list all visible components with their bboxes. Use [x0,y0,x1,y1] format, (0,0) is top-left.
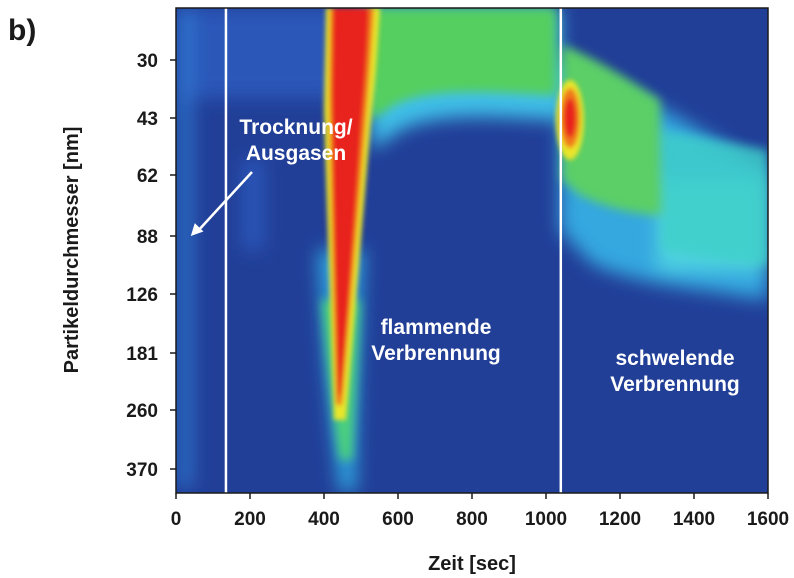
heatmap-cell [564,98,576,138]
annotation-arrow [197,171,253,231]
y-tick-label: 62 [137,166,158,187]
annotation-text: schwelende Verbrennung [610,347,740,396]
y-tick-label: 181 [126,344,158,365]
x-tick-label: 600 [382,509,414,530]
annotations: Trocknung/Ausgasen flammende Verbrennung sc… [190,116,740,396]
x-tick-label: 0 [171,509,182,530]
heatmap-cell [332,8,369,395]
plot-area: Trocknung/Ausgasen flammende Verbrennung sc… [176,8,768,493]
x-tick-label: 200 [234,509,266,530]
heatmap-high-intensity-layer [324,8,584,420]
y-tick-label: 260 [126,401,158,422]
phase-dividers [224,8,563,493]
x-tick-label: 400 [308,509,340,530]
x-axis-title: Zeit [sec] [428,553,516,575]
annotation-arrowhead [190,223,204,236]
annotation-text: flammende Verbrennung [371,316,501,365]
annotation-text: Trocknung/Ausgasen [239,116,352,165]
heatmap-cell [662,130,768,265]
x-tick-label: 1200 [599,509,641,530]
y-tick-label: 43 [137,109,158,130]
y-tick-label: 88 [137,227,158,248]
heatmap-cell [366,8,556,120]
x-tick-label: 800 [456,509,488,530]
x-tick-label: 1400 [673,509,715,530]
panel-label: b) [8,14,36,47]
heatmap-cell [242,160,264,250]
heatmap-cell [562,45,662,215]
y-axis-title: Partikeldurchmesser [nm] [61,127,83,374]
heatmap-cell [178,8,192,488]
y-tick-label: 30 [137,51,158,72]
axes: 0 200 400 600 800 1000 1200 1400 1600 30 43 62 88 126… [61,7,789,575]
y-tick-label: 126 [126,285,158,306]
y-tick-label: 370 [126,460,158,481]
x-tick-label: 1600 [747,509,789,530]
x-tick-label: 1000 [525,509,567,530]
